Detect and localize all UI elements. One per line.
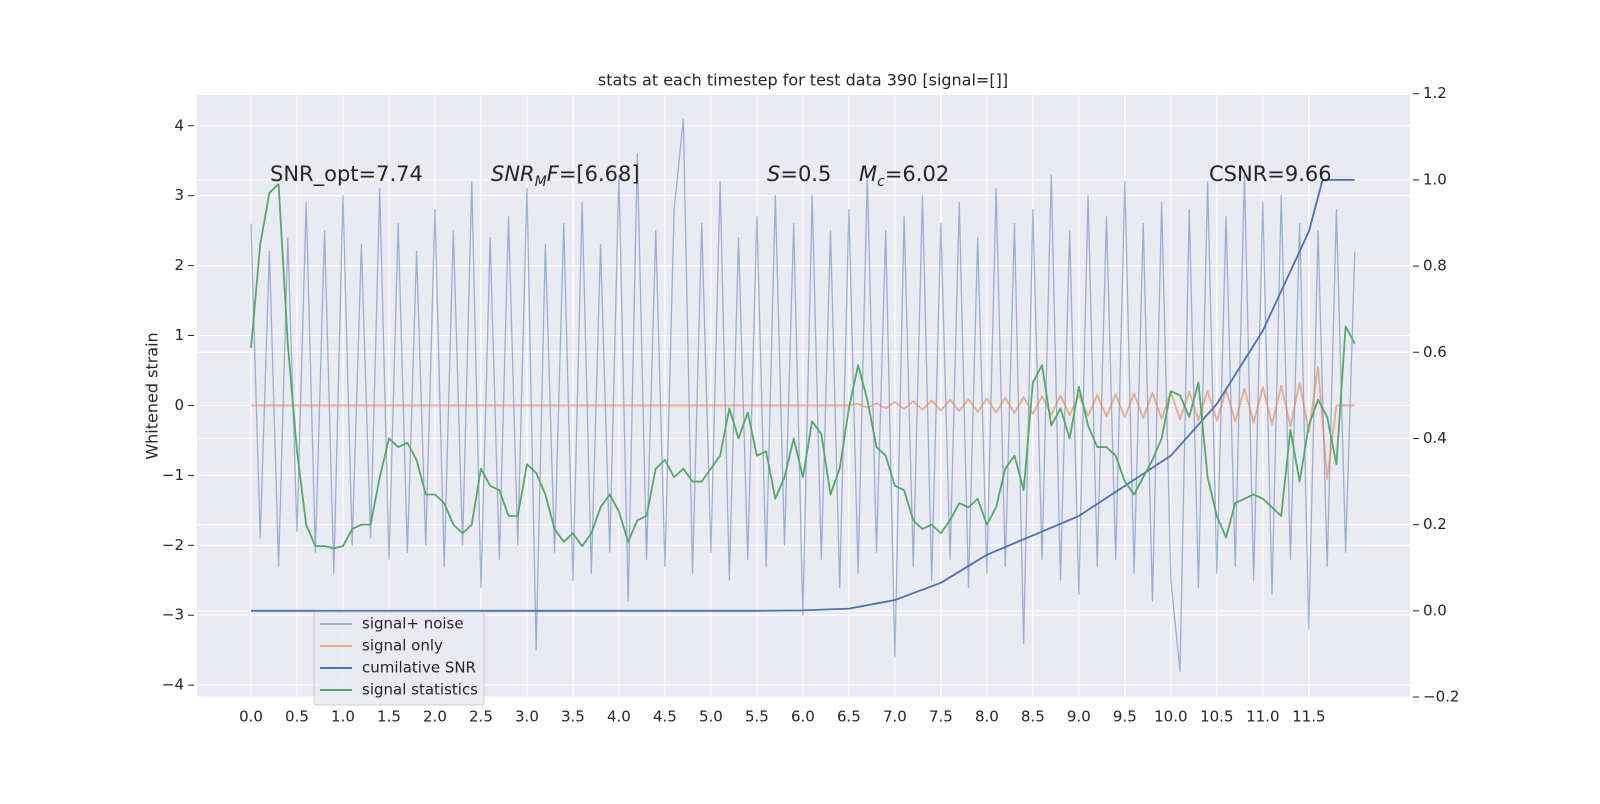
annotation-part: M bbox=[535, 174, 547, 190]
x-tick-label: 6.5 bbox=[837, 708, 861, 726]
y2-tick-label: 0.4 bbox=[1423, 429, 1447, 447]
x-tick-label: 1.0 bbox=[331, 708, 355, 726]
x-tick-label: 4.5 bbox=[653, 708, 677, 726]
y2-tick-label: 0.6 bbox=[1423, 343, 1447, 361]
series-line bbox=[250, 178, 1355, 612]
annotation: SNR_opt=7.74 bbox=[270, 162, 423, 187]
y2-tick-label: 1.0 bbox=[1423, 170, 1447, 188]
legend-label: cumilative SNR bbox=[362, 659, 476, 677]
y-tick-label: −3 bbox=[162, 606, 184, 624]
y-tick-label: 0 bbox=[174, 396, 184, 414]
x-tick-label: 5.0 bbox=[699, 708, 723, 726]
annotation-part: CSNR=9.66 bbox=[1209, 162, 1332, 186]
legend-label: signal only bbox=[362, 637, 443, 655]
y2-tick-label: 0.2 bbox=[1423, 515, 1447, 533]
y-tick-label: −1 bbox=[162, 466, 184, 484]
x-tick-label: 5.5 bbox=[745, 708, 769, 726]
x-tick-label: 9.5 bbox=[1113, 708, 1137, 726]
annotation: Mc=6.02 bbox=[859, 162, 949, 190]
annotation: S=0.5 bbox=[767, 162, 831, 186]
y2-tick-label: 0.0 bbox=[1423, 601, 1447, 619]
y-tick-label: 2 bbox=[174, 256, 184, 274]
annotation: SNRMF=[6.68] bbox=[491, 162, 640, 190]
x-tick-label: 9.0 bbox=[1067, 708, 1091, 726]
annotation-part: =6.02 bbox=[885, 162, 949, 186]
y2-tick-label: 1.2 bbox=[1423, 84, 1447, 102]
y-tick-label: 3 bbox=[174, 186, 184, 204]
y2-tick-label: −0.2 bbox=[1423, 688, 1459, 706]
x-tick-label: 11.5 bbox=[1292, 708, 1325, 726]
annotation-part: M bbox=[859, 162, 877, 186]
annotation-part: =0.5 bbox=[780, 162, 831, 186]
x-tick-label: 11.0 bbox=[1246, 708, 1279, 726]
annotation-part: SNR_opt=7.74 bbox=[270, 162, 423, 187]
series-line bbox=[250, 183, 1356, 550]
x-tick-label: 3.0 bbox=[515, 708, 539, 726]
annotation-part: =[6.68] bbox=[559, 162, 640, 186]
legend-label: signal statistics bbox=[362, 681, 478, 699]
y2-tick-label: 0.8 bbox=[1423, 257, 1447, 275]
x-tick-label: 0.5 bbox=[285, 708, 309, 726]
x-tick-label: 4.0 bbox=[607, 708, 631, 726]
x-tick-label: 0.0 bbox=[239, 708, 263, 726]
x-tick-label: 7.0 bbox=[883, 708, 907, 726]
legend-box bbox=[313, 611, 485, 706]
y-tick-label: −2 bbox=[162, 536, 184, 554]
y-tick-label: −4 bbox=[162, 676, 184, 694]
x-tick-label: 6.0 bbox=[791, 708, 815, 726]
x-tick-label: 10.0 bbox=[1154, 708, 1187, 726]
x-tick-label: 8.0 bbox=[975, 708, 999, 726]
y-tick-label: 1 bbox=[174, 326, 184, 344]
x-tick-label: 3.5 bbox=[561, 708, 585, 726]
x-tick-label: 2.0 bbox=[423, 708, 447, 726]
chart-title: stats at each timestep for test data 390… bbox=[598, 71, 1008, 90]
x-tick-label: 2.5 bbox=[469, 708, 493, 726]
annotation-part: c bbox=[877, 174, 885, 190]
x-tick-label: 1.5 bbox=[377, 708, 401, 726]
y-tick-label: 4 bbox=[174, 116, 184, 134]
x-tick-label: 7.5 bbox=[929, 708, 953, 726]
y-axis-label: Whitened strain bbox=[143, 332, 162, 459]
series-line bbox=[250, 118, 1356, 672]
annotation: CSNR=9.66 bbox=[1209, 162, 1332, 186]
x-tick-label: 10.5 bbox=[1200, 708, 1233, 726]
annotation-part: S bbox=[767, 162, 780, 186]
legend-label: signal+ noise bbox=[362, 615, 464, 633]
annotation-part: F bbox=[547, 162, 560, 186]
x-tick-label: 8.5 bbox=[1021, 708, 1045, 726]
annotation-part: SNR bbox=[491, 162, 535, 186]
